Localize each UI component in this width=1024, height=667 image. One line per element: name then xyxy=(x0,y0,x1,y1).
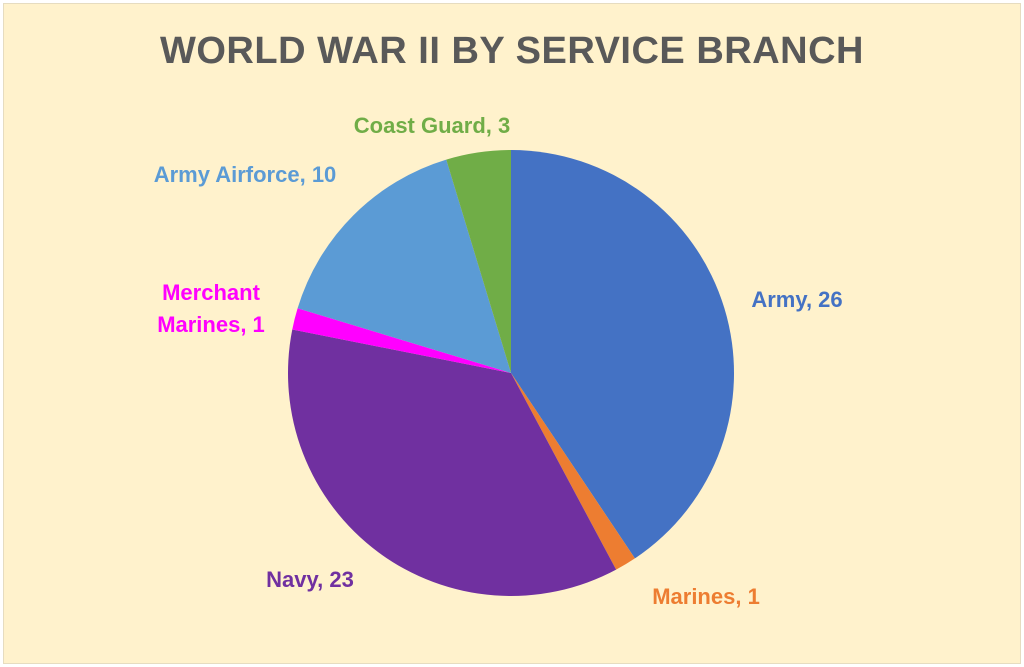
data-label-navy: Navy, 23 xyxy=(266,567,354,592)
pie-slice-merchant-marines xyxy=(292,308,511,373)
data-label-merchant-marines: Merchant Marines, 1 xyxy=(157,280,265,337)
data-label-army-airforce: Army Airforce, 10 xyxy=(153,162,337,187)
pie-slice-marines xyxy=(511,373,635,570)
chart-title: WORLD WAR II BY SERVICE BRANCH xyxy=(160,30,864,72)
data-label-marines: Marines, 1 xyxy=(652,584,760,609)
pie-slice-army xyxy=(511,150,734,559)
pie-slice-coast-guard xyxy=(446,150,511,373)
data-label-army: Army, 26 xyxy=(751,287,843,312)
pie-slice-army-airforce xyxy=(297,159,511,373)
data-label-coast-guard: Coast Guard, 3 xyxy=(353,113,511,138)
pie-slice-navy xyxy=(288,329,617,596)
